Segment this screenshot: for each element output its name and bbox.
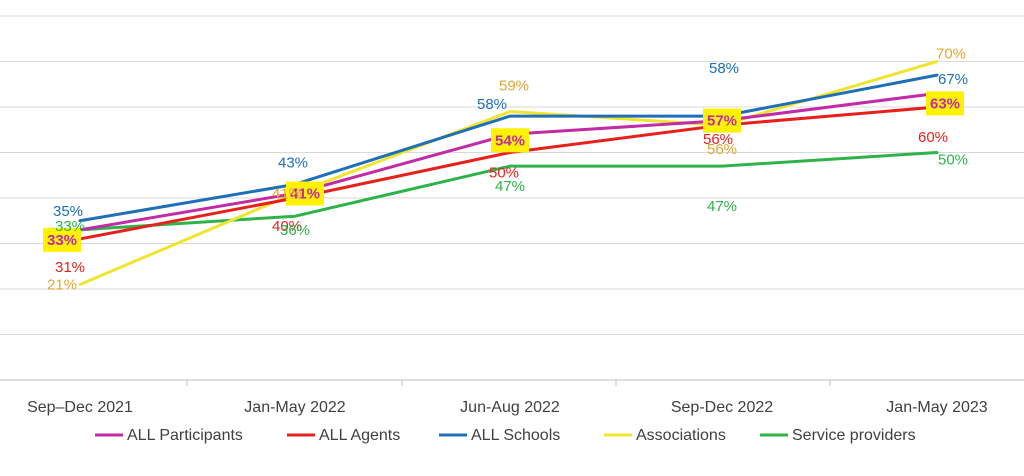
legend: ALL Participants ALL Agents ALL Schools Ass… — [95, 427, 916, 444]
data-label: 58% — [477, 96, 507, 113]
series-line-service-providers — [78, 151, 939, 232]
x-axis: Sep–Dec 2021 Jan-May 2022 Jun-Aug 2022 Sep-… — [0, 379, 1024, 416]
data-label: 70% — [936, 46, 966, 63]
data-label: 33% — [55, 218, 85, 235]
data-label: 54% — [495, 132, 525, 149]
legend-label: ALL Schools — [471, 427, 560, 444]
data-label-highlight — [926, 91, 964, 116]
data-label: 36% — [280, 222, 310, 239]
legend-label: Service providers — [792, 427, 916, 444]
data-label: 35% — [53, 203, 83, 220]
data-label: 56% — [707, 141, 737, 158]
x-tick-label: Jan-May 2023 — [886, 399, 987, 416]
data-label-highlight — [703, 108, 741, 133]
x-tick-label: Jun-Aug 2022 — [460, 399, 560, 416]
data-label: 33% — [47, 232, 77, 249]
legend-label: Associations — [636, 427, 726, 444]
data-label: 47% — [495, 178, 525, 195]
data-label-highlight — [286, 181, 324, 206]
x-tick-label: Sep-Dec 2022 — [671, 399, 773, 416]
data-label: 50% — [489, 165, 519, 182]
data-label: 50% — [938, 152, 968, 169]
data-label: 43% — [278, 154, 308, 171]
series-line-all-schools — [78, 73, 939, 223]
data-label-highlight — [491, 128, 529, 153]
data-label: 58% — [709, 60, 739, 77]
data-label: 56% — [703, 131, 733, 148]
x-tick-label: Sep–Dec 2021 — [27, 399, 133, 416]
legend-label: ALL Participants — [127, 427, 243, 444]
data-label: 63% — [930, 95, 960, 112]
data-label-highlight — [43, 227, 81, 252]
data-label: 31% — [55, 259, 85, 276]
data-labels: 33%41%54%57%63%31%40%50%56% 60%35%43%58%5… — [43, 46, 968, 293]
data-label: 21% — [47, 276, 77, 293]
series-line-all-agents — [78, 105, 939, 241]
data-label: 47% — [707, 198, 737, 215]
data-label: 41% — [272, 185, 302, 202]
data-label: 41% — [290, 185, 320, 202]
data-label: 60% — [918, 129, 948, 146]
data-label: 59% — [499, 78, 529, 95]
legend-label: ALL Agents — [319, 427, 400, 444]
x-tick-label: Jan-May 2022 — [244, 399, 345, 416]
data-label: 67% — [938, 71, 968, 88]
data-label: 40% — [272, 218, 302, 235]
data-label: 57% — [707, 113, 737, 130]
